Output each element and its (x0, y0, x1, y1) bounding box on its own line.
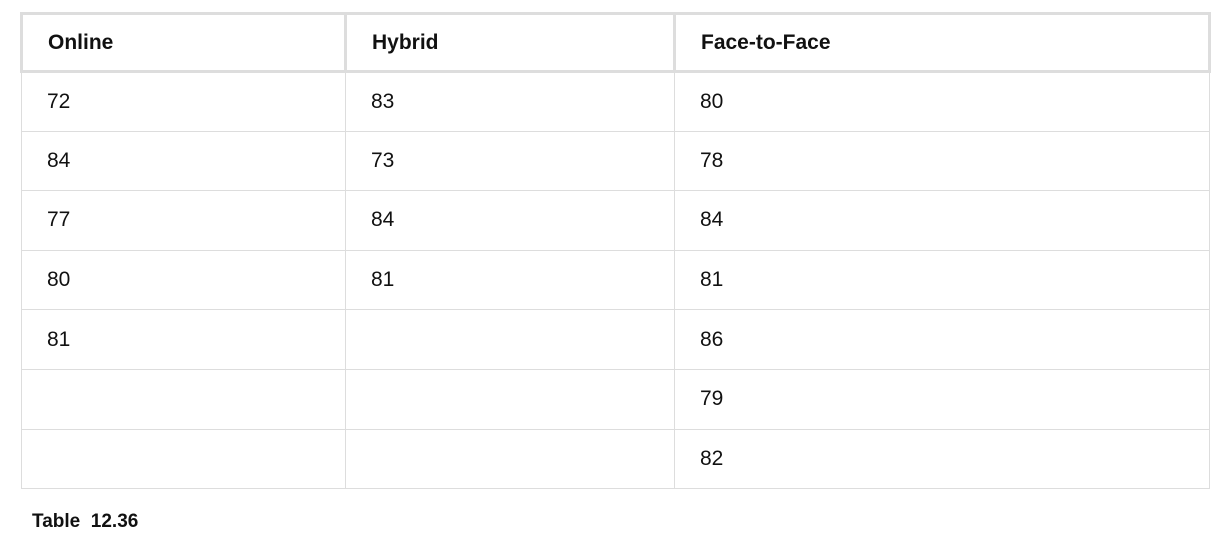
column-header-face-to-face: Face-to-Face (673, 12, 1211, 73)
table-cell: 80 (21, 249, 346, 311)
table-cell: 81 (345, 249, 675, 311)
table-cell: 84 (345, 190, 675, 251)
table-cell: 86 (674, 309, 1210, 370)
table-cell (345, 428, 675, 490)
caption-number: 12.36 (90, 511, 139, 532)
table-cell: 79 (674, 368, 1210, 430)
column-header-online: Online (20, 12, 347, 73)
table-cell: 81 (674, 249, 1210, 311)
caption-label: Table (32, 511, 81, 532)
data-table-container: Online Hybrid Face-to-Face 72 83 80 84 7… (20, 12, 1211, 490)
table-cell (21, 428, 346, 490)
table-cell: 77 (21, 190, 346, 251)
table-cell: 73 (345, 130, 675, 192)
table-body: 72 83 80 84 73 78 77 84 84 80 81 81 81 (21, 71, 1210, 490)
table-cell: 84 (674, 190, 1210, 251)
table-cell (345, 309, 675, 370)
table-cell: 72 (21, 71, 346, 132)
table-cell: 78 (674, 130, 1210, 192)
table-cell (345, 368, 675, 430)
table-header: Online Hybrid Face-to-Face (20, 12, 1211, 73)
table-row: 79 (21, 368, 1210, 430)
header-row: Online Hybrid Face-to-Face (20, 12, 1211, 73)
table-row: 84 73 78 (21, 130, 1210, 192)
data-table: Online Hybrid Face-to-Face 72 83 80 84 7… (20, 12, 1211, 490)
table-row: 82 (21, 428, 1210, 490)
table-cell: 84 (21, 130, 346, 192)
table-cell: 81 (21, 309, 346, 370)
table-row: 77 84 84 (21, 190, 1210, 251)
table-caption: Table 12.36 (32, 511, 138, 533)
table-row: 72 83 80 (21, 71, 1210, 132)
table-cell (21, 368, 346, 430)
table-cell: 83 (345, 71, 675, 132)
table-cell: 80 (674, 71, 1210, 132)
table-cell: 82 (674, 428, 1210, 490)
table-row: 81 86 (21, 309, 1210, 370)
column-header-hybrid: Hybrid (344, 12, 676, 73)
table-row: 80 81 81 (21, 249, 1210, 311)
